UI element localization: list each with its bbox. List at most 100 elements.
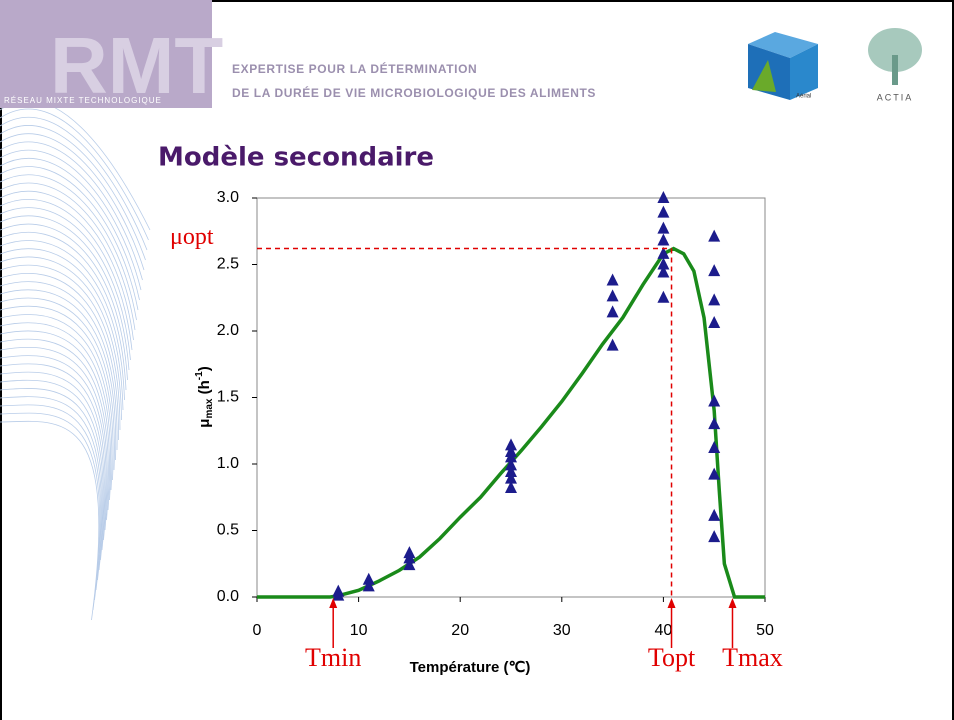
y-tick-label: 0.0 [217,588,239,605]
wave-line [0,240,125,401]
wave-line [0,199,133,351]
data-point [657,246,670,259]
wave-line [0,371,105,561]
data-point [505,471,517,484]
wave-line [0,182,136,331]
wave-line [0,108,149,241]
wave-line [0,322,112,501]
wave-line [0,158,140,301]
x-tick-label: 10 [350,622,368,639]
data-point [606,289,619,302]
data-point [708,530,721,543]
data-point [505,438,517,451]
x-axis-label: Température (℃) [410,659,531,676]
x-tick-label: 40 [655,622,673,639]
data-point [657,290,670,303]
slide-title: Modèle secondaire [158,143,434,173]
header-band [0,0,212,108]
opt-label: μopt [170,224,214,250]
wave-line [0,141,143,281]
annotation-label: Topt [648,643,696,672]
y-label-part: max [204,398,215,418]
data-point [657,257,670,270]
wave-line [0,404,101,601]
wave-line [0,346,108,531]
wave-line [0,190,134,341]
data-point [657,205,670,218]
y-tick-label: 2.5 [217,256,239,273]
data-point [708,229,721,242]
y-label-part: -1 [194,371,205,380]
y-axis-label: μmax (h-1) [194,366,215,427]
y-label-part: (h [196,380,213,398]
data-point [505,450,517,463]
wave-line [0,207,131,361]
arrow-head [728,598,737,608]
wave-line [0,420,100,621]
wave-line [0,264,121,431]
data-point [657,191,670,203]
data-point [708,508,721,521]
wave-line [0,363,106,551]
wave-line [0,125,146,261]
annotation-label: Tmax [722,643,783,672]
data-point [657,221,670,234]
annotation-label: Tmin [305,643,361,672]
wave-line [0,248,124,411]
data-point [657,265,670,278]
network-name: RÉSEAU MIXTE TECHNOLOGIQUE [4,96,162,105]
wave-line [0,289,117,461]
wave-line [0,231,127,391]
y-tick-label: 1.0 [217,455,239,472]
data-point [606,338,619,351]
data-point [505,480,517,493]
header-line: EXPERTISE POUR LA DÉTERMINATION [232,61,477,76]
wave-decoration [0,100,151,621]
wave-line [0,281,118,451]
wave-line [0,330,110,511]
wave-line [0,314,113,491]
data-point [708,264,721,277]
wave-line [0,297,115,471]
data-point [362,579,375,592]
x-tick-label: 50 [756,622,774,639]
y-label-part: μ [196,419,213,428]
data-point [505,458,517,471]
x-tick-label: 30 [553,622,571,639]
wave-line [0,355,107,541]
y-tick-label: 0.5 [217,522,239,539]
wave-line [0,305,114,481]
wave-line [0,396,102,591]
logo: RMT [50,21,223,110]
x-tick-label: 20 [451,622,469,639]
wave-line [0,166,139,311]
y-tick-label: 1.5 [217,389,239,406]
wave-line [0,215,130,371]
data-point [657,233,670,246]
x-tick-label: 0 [253,622,262,639]
wave-line [0,117,148,251]
wave-line [0,379,104,571]
y-tick-label: 3.0 [217,189,239,206]
aerial-logo: Aérial [748,32,818,100]
partner-name: ACTIA [877,92,914,102]
partner-name: Aérial [796,94,811,100]
data-point [708,316,721,329]
wave-line [0,412,101,611]
wave-line [0,388,103,581]
actia-logo: ACTIA [868,28,922,102]
arrow-head [667,598,676,608]
wave-line [0,338,109,521]
data-point [708,417,721,430]
wave-line [0,223,128,381]
data-point [403,551,416,564]
data-point [606,273,619,286]
wave-line [0,256,122,421]
header-line: DE LA DURÉE DE VIE MICROBIOLOGIQUE DES A… [232,85,596,100]
data-point [708,441,721,454]
data-point [505,464,517,477]
plot-frame [256,197,766,598]
data-point [708,293,721,306]
